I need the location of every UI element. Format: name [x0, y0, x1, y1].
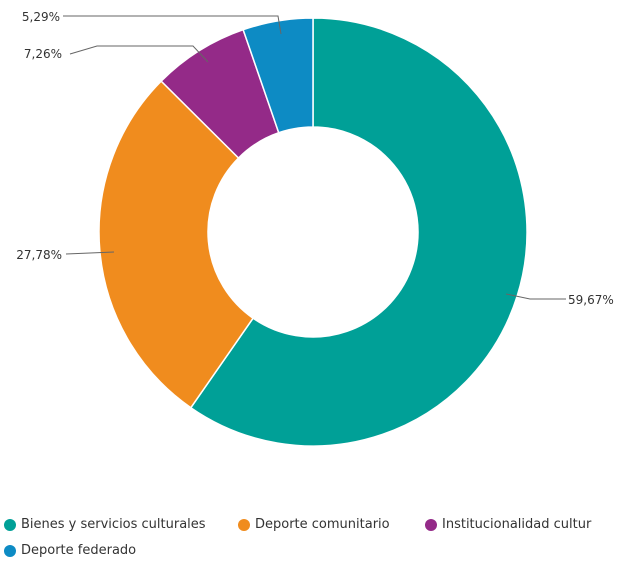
donut-slices: [98, 17, 528, 447]
data-label-0: 59,67%: [568, 293, 614, 307]
slice-0[interactable]: [189, 17, 528, 447]
leader-line-3: [63, 15, 282, 35]
legend-marker-2: [425, 518, 437, 531]
legend: Bienes y servicios culturales Deporte co…: [0, 517, 621, 567]
legend-label-3: Deporte federado: [21, 543, 137, 558]
legend-item-3[interactable]: Deporte federado: [4, 543, 136, 558]
slice-1[interactable]: [98, 80, 255, 409]
data-label-3: 5,29%: [22, 10, 60, 24]
legend-label-2: Institucionalidad cultur: [442, 517, 592, 532]
leader-line-0: [505, 293, 566, 300]
legend-marker-0: [4, 518, 16, 531]
legend-item-0[interactable]: Bienes y servicios culturales: [4, 517, 206, 532]
legend-item-1[interactable]: Deporte comunitario: [238, 517, 390, 532]
legend-marker-1: [238, 518, 250, 531]
leader-line-1: [65, 251, 115, 255]
data-labels: 59,67% 27,78% 7,26% 5,29%: [16, 10, 614, 307]
legend-marker-3: [4, 544, 16, 557]
leader-line-2: [69, 45, 209, 63]
data-label-2: 7,26%: [24, 47, 62, 61]
legend-label-0: Bienes y servicios culturales: [21, 517, 206, 532]
leader-lines: [63, 15, 566, 300]
legend-item-2[interactable]: Institucionalidad cultur: [425, 517, 621, 532]
slice-3[interactable]: [242, 17, 314, 134]
data-label-1: 27,78%: [16, 248, 62, 262]
legend-label-1: Deporte comunitario: [255, 517, 390, 532]
